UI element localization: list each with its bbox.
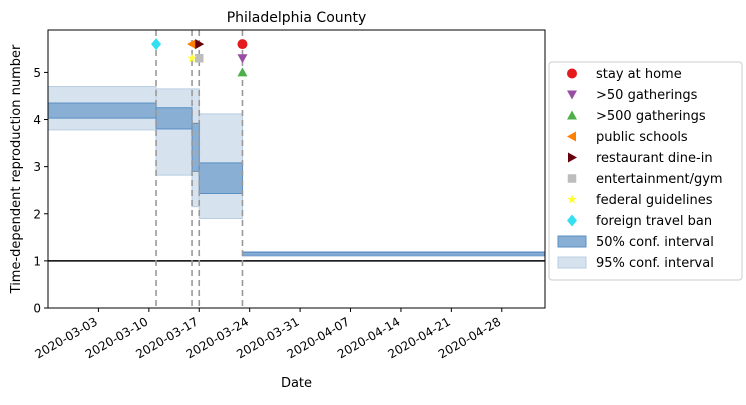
event-lines: [155, 30, 244, 308]
y-axis-label: Time-dependent reproduction number: [9, 44, 24, 294]
legend-symbol-5: [567, 174, 577, 183]
axes-frame: [47, 29, 546, 309]
legend-symbol-3: [567, 131, 576, 142]
legend-label-7: foreign travel ban: [596, 214, 712, 229]
event-markers: [151, 38, 248, 77]
legend-symbol-8: [557, 235, 587, 248]
y-tick-label-3: 3: [33, 160, 41, 174]
ci50-band-0: [47, 102, 157, 119]
event-marker-stay-at-home: [237, 39, 248, 50]
ci50-band-3: [198, 162, 243, 195]
event-marker-public-schools: [187, 39, 197, 50]
ci50-band-1: [155, 107, 193, 130]
event-marker-entertainment-gym: [195, 54, 204, 63]
event-marker-restaurant-dine-in: [195, 39, 205, 50]
chart-title: Philadelphia County: [227, 10, 367, 26]
event-marker-federal-guidelines: [187, 53, 197, 63]
legend-label-1: >50 gatherings: [596, 88, 698, 103]
legend-symbol-0: [567, 68, 577, 79]
ci50-band-2: [191, 122, 200, 172]
legend-symbol-2: [567, 110, 577, 120]
legend-label-4: restaurant dine-in: [596, 151, 713, 166]
ci50-band-4: [241, 251, 546, 256]
legend-symbol-9: [557, 256, 587, 269]
legend-frame: [548, 61, 743, 281]
legend-symbol-1: [567, 90, 577, 100]
event-marker-500-gatherings: [237, 67, 248, 77]
legend-symbol-4: [568, 152, 577, 163]
y-tick-label-1: 1: [33, 254, 41, 268]
y-tick-label-5: 5: [33, 66, 41, 80]
legend-symbol-6: [567, 194, 577, 204]
legend-symbol-7: [567, 214, 577, 227]
y-tick-label-4: 4: [33, 113, 41, 127]
legend-label-2: >500 gatherings: [596, 109, 706, 124]
legend-label-3: public schools: [596, 130, 688, 145]
ci95-band-1: [155, 88, 193, 176]
y-axis-ticks: 0 1 2 3 4 5: [33, 66, 48, 316]
x-axis-label: Date: [281, 376, 312, 391]
event-marker-foreign-travel-ban: [151, 38, 162, 51]
legend-label-0: stay at home: [596, 67, 682, 82]
y-tick-label-2: 2: [33, 207, 41, 221]
y-tick-label-0: 0: [33, 302, 41, 316]
legend-label-9: 95% conf. interval: [596, 256, 714, 271]
legend-label-5: entertainment/gym: [596, 172, 723, 187]
legend-label-8: 50% conf. interval: [596, 235, 714, 250]
legend-label-6: federal guidelines: [596, 193, 713, 208]
legend: stay at home >50 gatherings >500 gathering…: [548, 61, 743, 281]
x-axis-ticks: 2020-03-032020-03-102020-03-172020-03-24…: [33, 308, 503, 361]
event-marker-50-gatherings: [237, 54, 248, 64]
